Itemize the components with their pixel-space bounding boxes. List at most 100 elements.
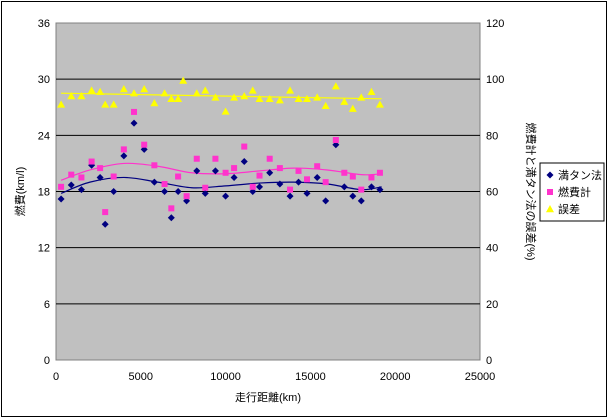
triangle-marker: [221, 107, 230, 115]
diamond-marker: [77, 186, 85, 194]
square-marker: [131, 108, 138, 115]
square-marker: [175, 173, 182, 180]
y-right-tick-label: 60: [486, 187, 498, 199]
diamond-marker: [276, 180, 284, 188]
x-tick-label: 15000: [295, 371, 326, 383]
x-tick-label: 20000: [380, 371, 411, 383]
square-marker: [314, 163, 321, 170]
square-marker: [141, 141, 148, 148]
diamond-marker: [230, 173, 238, 181]
gridlines: [56, 78, 480, 305]
triangle-marker: [265, 94, 274, 103]
triangle-marker: [57, 100, 66, 108]
triangle-marker: [140, 84, 149, 93]
triangle-marker: [160, 89, 169, 97]
x-tick-label: 25000: [465, 371, 496, 383]
square-marker: [212, 155, 219, 162]
square-marker: [249, 183, 256, 190]
triangle-marker: [294, 94, 303, 103]
x-tick-label: 0: [53, 371, 59, 383]
diamond-marker: [130, 119, 138, 127]
square-marker: [231, 165, 238, 172]
diamond-marker: [349, 192, 357, 200]
triangle-marker: [348, 104, 357, 112]
square-marker: [202, 184, 209, 191]
square-marker: [295, 167, 302, 174]
legend-entry: 燃費計: [558, 185, 591, 199]
diamond-marker: [101, 220, 109, 228]
diamond-marker: [167, 214, 175, 222]
trend-line: [61, 92, 382, 100]
square-marker: [151, 162, 158, 169]
diamond-marker: [340, 183, 348, 191]
diamond-marker: [313, 173, 321, 181]
diamond-marker: [266, 169, 274, 177]
diamond-marker: [67, 181, 75, 189]
diamond-marker: [256, 183, 264, 191]
tick-labels: 0 6 12 18 24 30 36 0 20 40 60 80 100 120 0 5000 10000 150…: [38, 18, 505, 383]
square-marker: [341, 169, 348, 176]
legend-square-marker: [547, 189, 553, 195]
diamond-marker: [295, 178, 303, 186]
triangle-marker: [286, 86, 295, 94]
y-axis-label-right: 燃費計と満タン法の誤差(%): [524, 122, 538, 260]
y-right-tick-label: 120: [486, 18, 504, 30]
legend-triangle-marker: [546, 205, 554, 213]
triangle-marker: [375, 100, 384, 108]
triangle-marker: [119, 84, 128, 93]
diamond-marker: [222, 192, 230, 200]
triangle-marker: [357, 93, 366, 101]
legend-diamond-marker: [546, 171, 554, 179]
triangle-marker: [96, 87, 105, 96]
y-axis-label-left: 燃費(km/l): [13, 167, 27, 217]
square-marker: [241, 143, 248, 150]
x-axis-label: 走行距離(km): [235, 390, 301, 404]
diamond-marker: [174, 188, 182, 195]
diamond-marker: [201, 189, 209, 197]
triangle-marker: [313, 93, 322, 101]
square-marker: [332, 137, 339, 144]
x-tick-label: 10000: [210, 371, 241, 383]
diamond-marker: [193, 167, 201, 175]
y-left-tick-label: 0: [44, 355, 50, 367]
square-marker: [287, 186, 294, 193]
y-left-tick-label: 18: [38, 187, 50, 199]
triangle-marker: [77, 92, 86, 100]
triangle-marker: [230, 93, 239, 101]
square-marker: [88, 158, 95, 165]
triangle-marker: [255, 94, 264, 103]
triangle-marker: [303, 94, 312, 103]
triangle-marker: [240, 92, 249, 100]
square-marker: [358, 186, 365, 193]
square-marker: [120, 146, 127, 153]
square-marker: [97, 165, 104, 172]
y-right-tick-label: 0: [486, 355, 492, 367]
y-right-tick-label: 40: [486, 243, 498, 255]
diamond-marker: [240, 158, 248, 166]
triangle-marker: [340, 97, 349, 105]
triangle-marker: [150, 99, 159, 107]
y-left-tick-label: 36: [38, 18, 50, 30]
square-marker: [376, 169, 383, 176]
square-marker: [110, 173, 117, 180]
diamond-marker: [322, 197, 330, 205]
diamond-marker: [57, 195, 65, 203]
square-marker: [193, 155, 200, 162]
square-marker: [58, 183, 65, 190]
diamond-marker: [357, 197, 365, 205]
triangle-marker: [87, 86, 96, 94]
triangle-marker: [179, 76, 188, 84]
triangle-marker: [130, 89, 139, 97]
diamond-marker: [376, 186, 384, 194]
square-marker: [256, 172, 263, 179]
diamond-marker: [303, 189, 311, 197]
legend-entry: 誤差: [558, 202, 580, 216]
triangle-marker: [248, 86, 257, 94]
triangle-marker: [321, 101, 330, 110]
square-marker: [102, 209, 109, 216]
triangle-marker: [201, 86, 210, 94]
data-points: [57, 76, 384, 228]
triangle-marker: [109, 100, 118, 108]
